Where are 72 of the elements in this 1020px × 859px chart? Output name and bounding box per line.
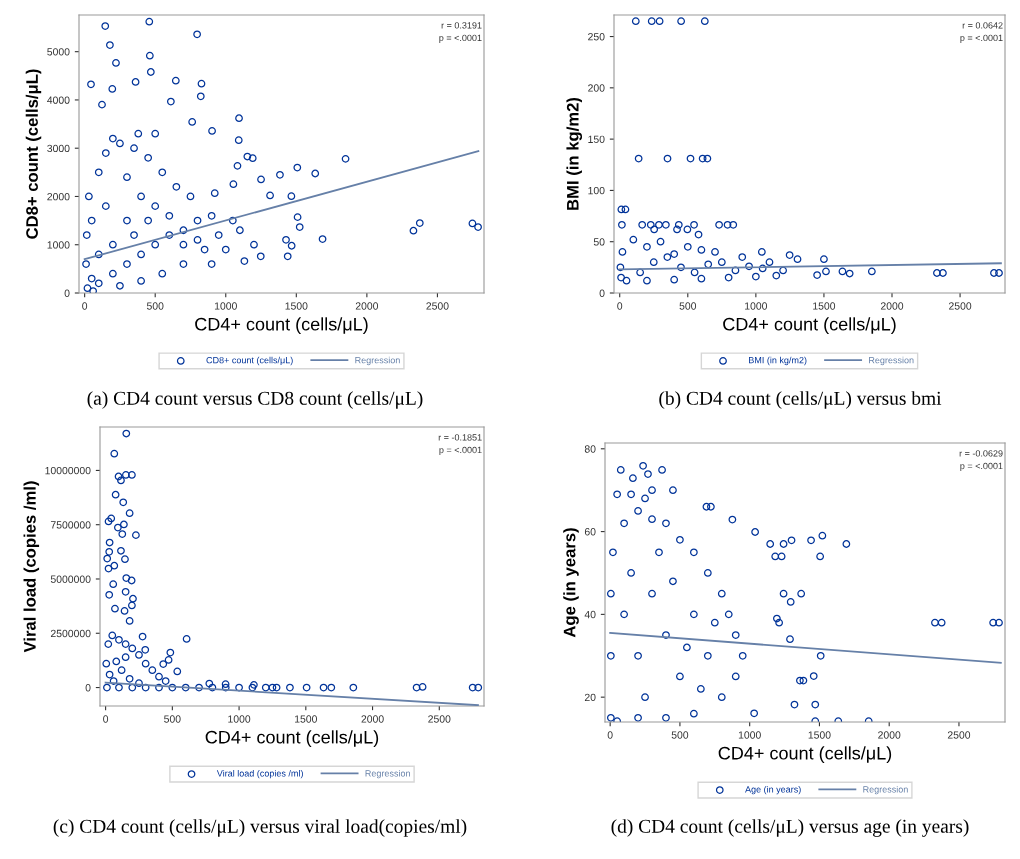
y-tick-label: 4000 <box>47 96 70 104</box>
x-tick-label: 0 <box>103 715 109 723</box>
y-tick-label: 250 <box>588 33 605 41</box>
text: (c) CD4 count (cells/μL) versus viral load(copies/ml) <box>53 819 467 837</box>
y-tick-label: 20 <box>584 693 596 702</box>
x-tick-label: 1000 <box>214 302 237 310</box>
text: (d) CD4 count (cells/μL) versus age (in years) <box>611 819 969 837</box>
y-tick-label: 50 <box>593 238 605 246</box>
y-tick-label: 2000 <box>47 192 70 201</box>
y-tick-label: 80 <box>584 445 596 453</box>
x-tick-label: 2000 <box>880 302 904 310</box>
annotation: r = -0.1851 <box>438 434 482 441</box>
x-tick-label: 500 <box>164 715 181 723</box>
x-tick-label: 2500 <box>947 731 971 739</box>
x-tick-label: 2000 <box>361 715 384 723</box>
y-axis-title: Viral load (copies /ml) <box>23 481 40 653</box>
annotation: p = <.0001 <box>439 34 482 43</box>
x-tick-label: 1000 <box>738 731 761 739</box>
x-axis-title: CD4+ count (cells/μL) <box>205 730 379 748</box>
legend-label: Regression <box>355 356 400 366</box>
y-tick-label: 7500000 <box>50 521 91 529</box>
annotation: r = 0.0642 <box>962 22 1003 29</box>
x-tick-label: 500 <box>671 731 689 739</box>
x-tick-label: 0 <box>617 302 623 310</box>
annotation: r = -0.0629 <box>959 450 1003 457</box>
y-axis-title: CD8+ count (cells/μL) <box>25 69 42 239</box>
y-axis-title: Age (in years) <box>563 528 579 638</box>
x-tick-label: 1500 <box>808 731 831 739</box>
x-axis-title: CD4+ count (cells/μL) <box>195 317 368 335</box>
x-tick-label: 1500 <box>285 302 308 310</box>
y-tick-label: 5000 <box>47 48 70 56</box>
y-tick-label: 40 <box>584 610 596 619</box>
y-tick-label: 5000000 <box>50 575 91 583</box>
x-tick-label: 2000 <box>355 302 379 310</box>
x-axis-title: CD4+ count (cells/μL) <box>718 746 892 764</box>
x-tick-label: 2500 <box>426 302 449 310</box>
y-tick-label: 150 <box>588 135 605 143</box>
y-tick-label: 1000 <box>47 241 70 249</box>
x-tick-label: 1500 <box>813 302 836 310</box>
annotation: r = 0.3191 <box>441 22 482 29</box>
legend-label: Regression <box>863 785 908 795</box>
x-tick-label: 0 <box>607 731 613 739</box>
y-axis-title: BMI (in kg/m2) <box>566 97 583 210</box>
text: (b) CD4 count (cells/μL) versus bmi <box>659 391 942 409</box>
x-tick-label: 2500 <box>428 715 451 723</box>
x-tick-label: 500 <box>146 302 164 310</box>
text: (a) CD4 count versus CD8 count (cells/μL) <box>87 391 423 409</box>
y-tick-label: 10000000 <box>45 466 91 475</box>
y-tick-label: 200 <box>588 84 605 92</box>
x-tick-label: 1500 <box>295 715 317 723</box>
y-tick-label: 2500000 <box>50 629 91 638</box>
x-axis-title: CD4+ count (cells/μL) <box>723 317 896 335</box>
x-tick-label: 1000 <box>228 715 251 723</box>
text: Viral load (copies /ml) <box>216 769 303 779</box>
y-tick-label: 100 <box>588 186 605 195</box>
annotation: p = <.0001 <box>960 34 1003 43</box>
annotation: p = <.0001 <box>960 462 1003 471</box>
annotation: p = <.0001 <box>439 446 482 455</box>
x-tick-label: 2000 <box>878 731 901 739</box>
x-tick-label: 2500 <box>949 302 972 310</box>
text: BMI (in kg/m2) <box>749 356 807 366</box>
text: Age (in years) <box>745 785 801 795</box>
y-tick-label: 60 <box>584 528 596 536</box>
legend-label: Regression <box>869 356 914 366</box>
legend-label: Regression <box>365 769 410 779</box>
y-tick-label: 3000 <box>47 144 70 153</box>
x-tick-label: 1000 <box>745 302 768 310</box>
x-tick-label: 500 <box>679 302 697 310</box>
text: CD8+ count (cells/μL) <box>206 356 293 366</box>
y-tick-label: 0 <box>85 684 91 692</box>
y-tick-label: 0 <box>599 289 605 297</box>
y-tick-label: 0 <box>64 289 70 297</box>
